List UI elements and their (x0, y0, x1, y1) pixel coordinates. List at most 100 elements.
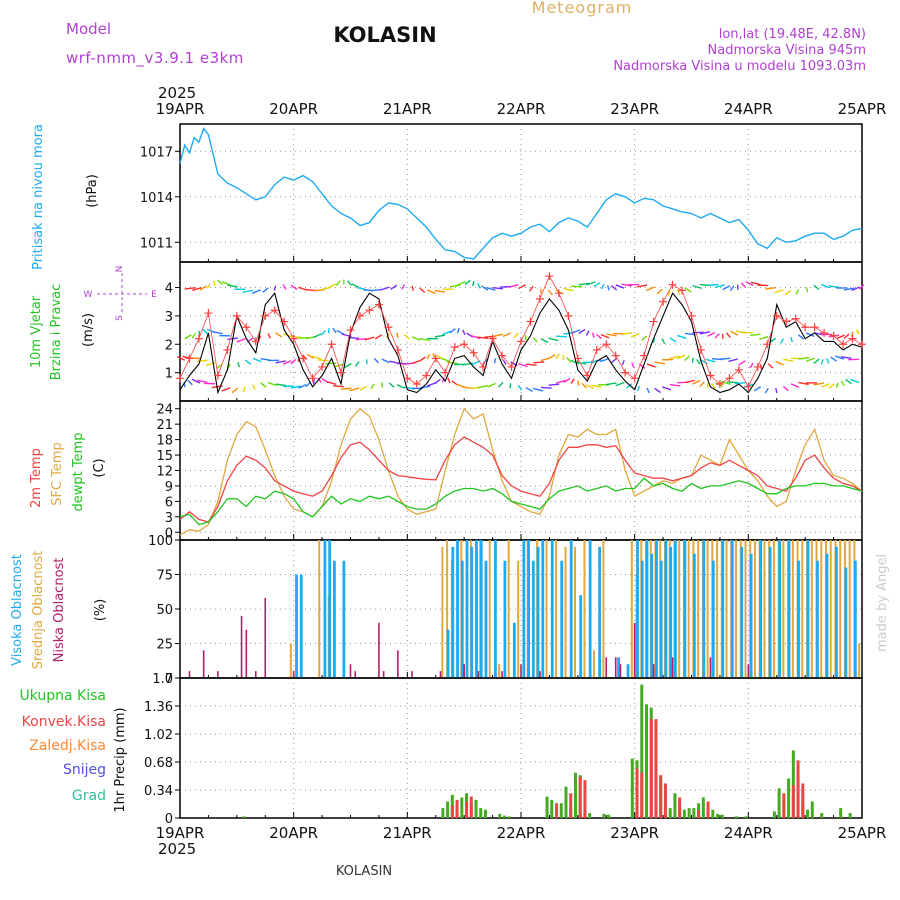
wind-arrow (213, 280, 216, 287)
cloud-bar (382, 671, 385, 678)
wind-arrow (492, 287, 504, 290)
wind-arrow (344, 363, 352, 369)
wind-arrow (851, 286, 860, 292)
cloud-bar (617, 657, 620, 678)
cloud-bar (848, 540, 851, 678)
cloud-bar (531, 560, 535, 678)
cloud-bar (716, 540, 719, 678)
wind-arrow (780, 338, 784, 344)
wind-arrow (401, 284, 406, 290)
x-label-top: 25APR (838, 100, 887, 118)
wind-arrow (707, 331, 716, 337)
cloud-bars-0 (295, 540, 857, 678)
cloud-bar (669, 546, 673, 678)
cloud-bar (342, 560, 346, 678)
precip-bar (564, 786, 568, 818)
wind-arrow (669, 383, 681, 387)
x-label-bottom: 20APR (269, 824, 318, 842)
wind-arrow (540, 386, 552, 389)
wind-arrow (349, 387, 360, 392)
wind-arrow (191, 378, 201, 384)
wind-arrow (563, 287, 574, 292)
wind-arrow (252, 357, 262, 363)
wind-arrow (525, 363, 537, 366)
wind-ylabel: 10m Vjetar Brzina i Pravac (m/s) N S W E (29, 266, 157, 381)
wind-arrow (518, 284, 527, 290)
precip-bar (507, 816, 511, 818)
wind-arrow (533, 387, 543, 392)
wind-arrow (388, 382, 395, 388)
precip-bar (630, 758, 634, 818)
cloud-bar (697, 540, 700, 678)
wind-arrow (404, 333, 410, 340)
pressure-panel: 1011 1014 1017 (140, 123, 863, 263)
precip-bar (839, 808, 843, 818)
wind-arrow (691, 357, 694, 363)
cloud-bar (702, 540, 706, 678)
precip-ytick-label: 0 (165, 812, 173, 827)
wind-arrow (692, 284, 702, 290)
wind-arrow (434, 289, 446, 293)
x-label-top: 21APR (383, 100, 432, 118)
cloud-bar (759, 540, 763, 678)
wind-arrow (728, 358, 739, 363)
wind-arrow (661, 338, 666, 344)
wind-arrow (481, 285, 489, 291)
wind-arrow (390, 284, 398, 290)
wind-arrow (753, 386, 762, 392)
wind-arrow (586, 281, 596, 286)
cloud-bar (844, 567, 848, 678)
wind-arrow (486, 286, 496, 292)
cloud-bar (778, 540, 781, 678)
cloud-bar (626, 664, 630, 678)
wind-arrow (419, 385, 431, 389)
wind-arrow (396, 332, 399, 339)
wind-arrow (581, 382, 587, 389)
cloud-bar (797, 560, 800, 678)
wind-arrow (749, 362, 754, 369)
cloud-bar (475, 540, 478, 678)
wind-arrow (835, 355, 845, 360)
wind-arrow (227, 363, 231, 370)
wind-arrow (845, 378, 852, 385)
wind-arrow (714, 333, 720, 339)
wind-arrow (805, 286, 809, 293)
precip-bar (796, 760, 800, 818)
wind-arrow (571, 285, 583, 288)
cloud-bar (564, 546, 567, 678)
wind-arrow (555, 379, 566, 384)
cloud-bar (494, 540, 497, 678)
legend-snijeg: Snijeg (63, 762, 106, 778)
x-label-top: 19APR (156, 100, 205, 118)
precip-frame (179, 677, 863, 819)
cloud-bar (659, 560, 663, 678)
cloud-bar (839, 540, 842, 678)
wind-ylabel-line2: Brzina i Pravac (49, 284, 64, 381)
cloud-bar (687, 540, 690, 678)
wind-arrow (775, 387, 778, 394)
wind-arrow (555, 353, 560, 359)
wind-arrow (306, 353, 314, 359)
wind-arrow (821, 383, 830, 388)
wind-arrow (661, 386, 672, 391)
cloud-bar (573, 546, 576, 678)
wind-arrow (275, 332, 283, 338)
precip-bar (744, 816, 748, 818)
x-label-top: 22APR (497, 100, 546, 118)
wind-arrow (646, 363, 656, 368)
cloud-bar (470, 546, 474, 678)
cloud-bar (569, 540, 573, 678)
wind-arrow (328, 283, 337, 289)
precip-bars-0 (242, 684, 852, 818)
wind-arrow (805, 357, 815, 362)
wind-arrow (335, 280, 341, 286)
wind-arrow (426, 382, 437, 387)
wind-arrow (593, 281, 601, 288)
cloud-bar (501, 671, 503, 678)
cloud-bar (503, 560, 507, 678)
wind-arrow (267, 381, 277, 387)
cloud-bar (678, 540, 681, 678)
cloud-bar (810, 540, 813, 678)
wind-arrow (740, 282, 747, 288)
